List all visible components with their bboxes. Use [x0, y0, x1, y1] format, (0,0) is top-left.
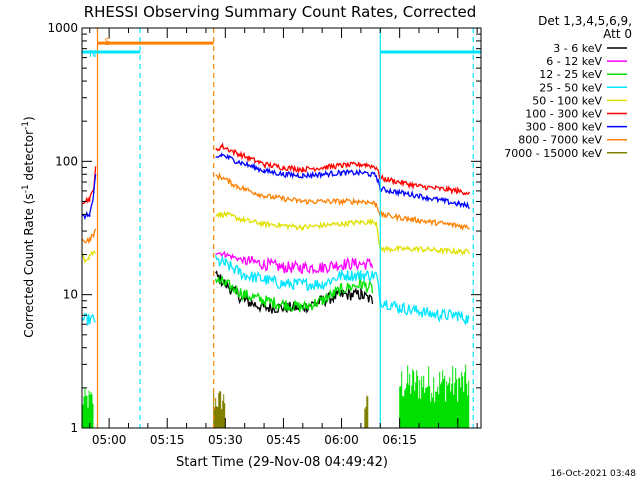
- x-tick-label: 05:00: [92, 433, 127, 447]
- legend-label: 300 - 800 keV: [525, 121, 602, 134]
- legend-label: 800 - 7000 keV: [518, 134, 602, 147]
- noise-band-1: [213, 391, 226, 428]
- series-line-7-1: [215, 171, 470, 232]
- series-line-1-0: [215, 250, 374, 275]
- series-line-7-0: [81, 228, 97, 245]
- chart-title: RHESSI Observing Summary Count Rates, Co…: [84, 3, 477, 21]
- series-line-6-1: [215, 151, 470, 210]
- x-tick-label: 05:30: [208, 433, 243, 447]
- plot-area: SN 1 10 100 1000 05:00 05:15 05:30 05:45 06:00 06:…: [47, 21, 482, 447]
- legend-header-line-2: Att 0: [603, 27, 632, 41]
- noise-band-0: [81, 388, 94, 428]
- flag-label-1: N: [89, 49, 96, 60]
- legend-label: 25 - 50 keV: [539, 81, 602, 94]
- legend-label: 100 - 300 keV: [525, 108, 602, 121]
- y-tick-label: 10: [63, 288, 78, 302]
- legend-label: 12 - 25 keV: [539, 68, 602, 81]
- series-line-3-1: [214, 254, 470, 326]
- flag-label-0: S: [104, 37, 110, 48]
- legend-label: 3 - 6 keV: [553, 42, 602, 55]
- y-tick-label: 1: [70, 421, 78, 435]
- footer-date: 16-Oct-2021 03:48: [551, 469, 637, 479]
- x-tick-label: 05:45: [266, 433, 301, 447]
- y-axis-label: Corrected Count Rate (s-1 detector-1): [21, 116, 36, 337]
- series-line-5-1: [215, 142, 470, 196]
- y-tick-label: 1000: [47, 21, 78, 35]
- legend-label: 50 - 100 keV: [532, 94, 602, 107]
- legend-label: 7000 - 15000 keV: [504, 147, 602, 160]
- x-tick-label: 06:15: [382, 433, 417, 447]
- series-line-4-1: [215, 210, 470, 256]
- plot-frame: [81, 27, 482, 429]
- noise-band-2: [364, 395, 369, 428]
- y-tick-label: 100: [55, 154, 78, 168]
- series-line-3-0: [81, 312, 96, 326]
- x-axis-label: Start Time (29-Nov-08 04:49:42): [176, 455, 388, 470]
- noise-band-3: [399, 364, 470, 428]
- x-tick-label: 06:00: [324, 433, 359, 447]
- legend-header-line-1: Det 1,3,4,5,6,9,: [538, 14, 632, 28]
- series-line-6-0: [81, 174, 97, 221]
- x-tick-label: 05:15: [150, 433, 185, 447]
- series-line-4-0: [81, 250, 97, 264]
- series-line-2-0: [214, 275, 374, 313]
- legend-label: 6 - 12 keV: [546, 55, 602, 68]
